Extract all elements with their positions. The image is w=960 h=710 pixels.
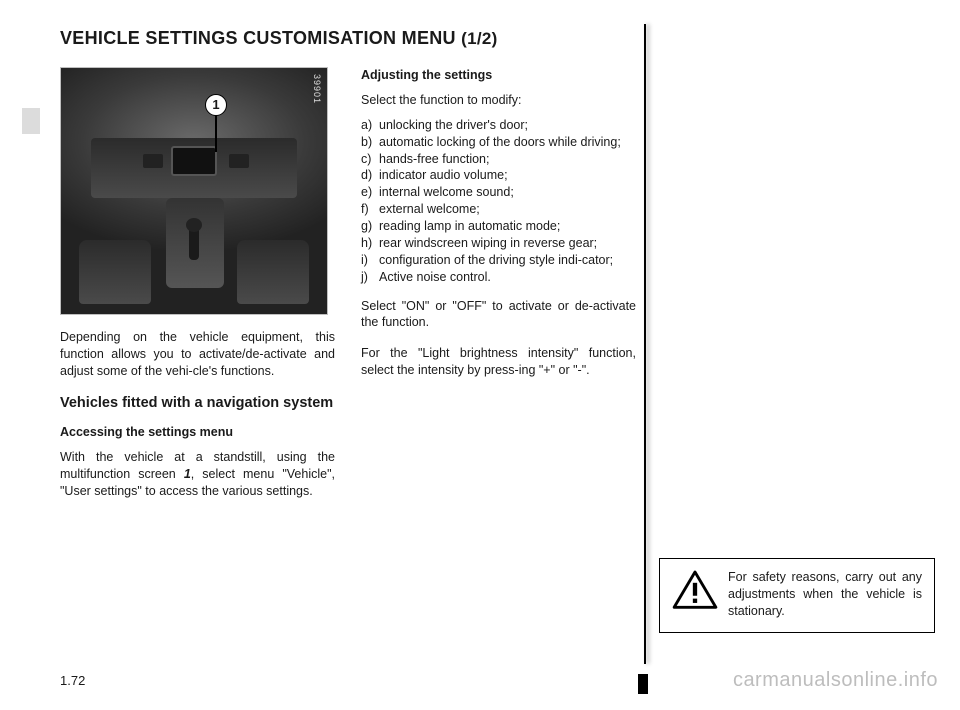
list-item: e)internal welcome sound; — [361, 184, 636, 201]
list-text: external welcome; — [379, 201, 636, 218]
list-label: f) — [361, 201, 379, 218]
section-heading-nav: Vehicles fitted with a navigation system — [60, 394, 335, 413]
title-part: (1/2) — [461, 29, 497, 48]
list-text: Active noise control. — [379, 269, 636, 286]
vertical-divider — [644, 24, 646, 664]
list-text: unlocking the driver's door; — [379, 117, 636, 134]
list-label: i) — [361, 252, 379, 269]
list-item: b)automatic locking of the doors while d… — [361, 134, 636, 151]
access-paragraph: With the vehicle at a standstill, using … — [60, 449, 335, 500]
page-title: VEHICLE SETTINGS CUSTOMISATION MENU (1/2… — [60, 28, 636, 49]
title-main: VEHICLE SETTINGS CUSTOMISATION MENU — [60, 28, 456, 48]
photo-shifter — [189, 226, 199, 260]
photo-vent — [229, 154, 249, 168]
list-label: e) — [361, 184, 379, 201]
photo-screen — [171, 146, 217, 176]
section-tab — [22, 108, 40, 134]
list-text: reading lamp in automatic mode; — [379, 218, 636, 235]
list-label: a) — [361, 117, 379, 134]
list-item: c)hands-free function; — [361, 151, 636, 168]
manual-page: VEHICLE SETTINGS CUSTOMISATION MENU (1/2… — [0, 0, 960, 710]
dashboard-photo: 39901 1 — [60, 67, 328, 315]
brightness-paragraph: For the "Light brightness intensity" fun… — [361, 345, 636, 379]
page-number: 1.72 — [60, 673, 85, 688]
list-item: j)Active noise control. — [361, 269, 636, 286]
warning-text: For safety reasons, carry out any adjust… — [728, 569, 922, 620]
subheading-adjust: Adjusting the settings — [361, 67, 636, 84]
list-text: internal welcome sound; — [379, 184, 636, 201]
list-item: a)unlocking the driver's door; — [361, 117, 636, 134]
settings-list: a)unlocking the driver's door; b)automat… — [361, 117, 636, 286]
list-item: d)indicator audio volume; — [361, 167, 636, 184]
columns: 39901 1 Depending on the vehicle equipme… — [60, 67, 636, 514]
onoff-paragraph: Select "ON" or "OFF" to activate or de-a… — [361, 298, 636, 332]
list-text: hands-free function; — [379, 151, 636, 168]
column-right: Adjusting the settings Select the functi… — [361, 67, 636, 514]
photo-vent — [143, 154, 163, 168]
list-label: c) — [361, 151, 379, 168]
photo-seat — [237, 240, 309, 304]
warning-icon — [672, 569, 718, 611]
watermark: carmanualsonline.info — [733, 669, 938, 692]
access-ref: 1 — [184, 467, 191, 481]
photo-seat — [79, 240, 151, 304]
callout-badge: 1 — [205, 94, 227, 116]
list-label: b) — [361, 134, 379, 151]
content-area: VEHICLE SETTINGS CUSTOMISATION MENU (1/2… — [60, 28, 636, 514]
list-text: rear windscreen wiping in reverse gear; — [379, 235, 636, 252]
list-item: g)reading lamp in automatic mode; — [361, 218, 636, 235]
list-item: f)external welcome; — [361, 201, 636, 218]
list-text: configuration of the driving style indi-… — [379, 252, 636, 269]
callout-line — [215, 116, 217, 152]
list-item: i)configuration of the driving style ind… — [361, 252, 636, 269]
list-label: h) — [361, 235, 379, 252]
list-item: h)rear windscreen wiping in reverse gear… — [361, 235, 636, 252]
list-label: d) — [361, 167, 379, 184]
list-label: g) — [361, 218, 379, 235]
list-label: j) — [361, 269, 379, 286]
adjust-lead: Select the function to modify: — [361, 92, 636, 109]
footer-tab — [638, 674, 648, 694]
list-text: indicator audio volume; — [379, 167, 636, 184]
column-left: 39901 1 Depending on the vehicle equipme… — [60, 67, 335, 514]
subheading-access: Accessing the settings menu — [60, 424, 335, 441]
photo-id-label: 39901 — [311, 74, 323, 104]
warning-box: For safety reasons, carry out any adjust… — [659, 558, 935, 633]
list-text: automatic locking of the doors while dri… — [379, 134, 636, 151]
intro-paragraph: Depending on the vehicle equipment, this… — [60, 329, 335, 380]
